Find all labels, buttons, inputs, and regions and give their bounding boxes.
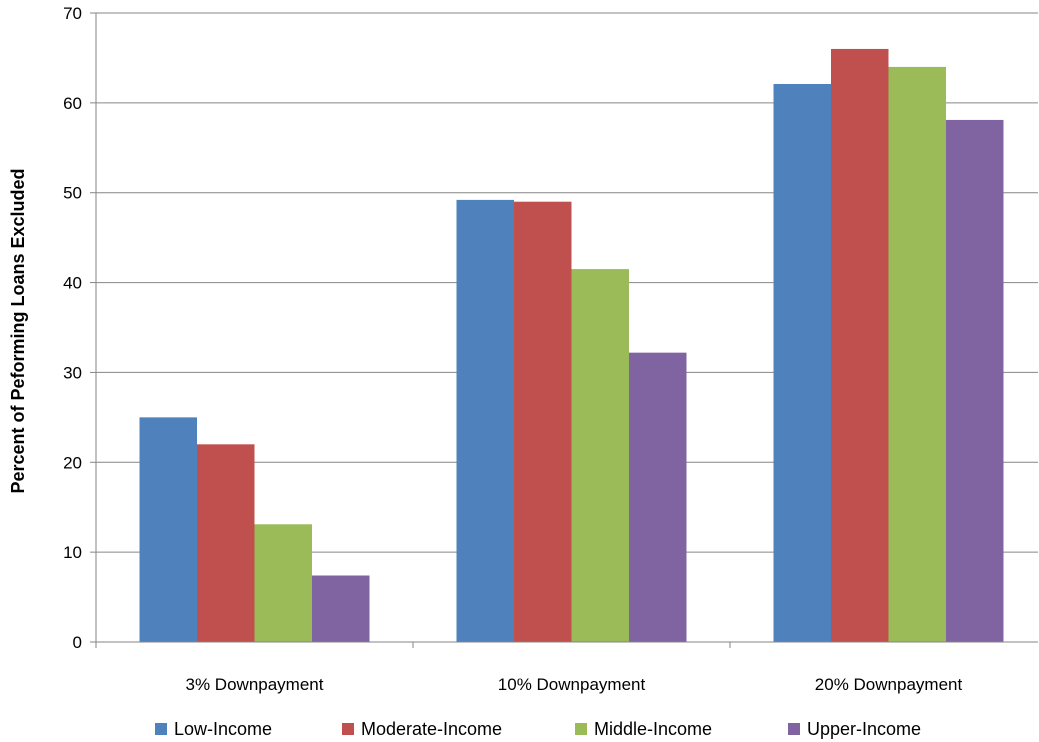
legend-swatch	[342, 723, 354, 735]
y-tick-label: 0	[73, 633, 82, 652]
bar-upper-income	[312, 575, 370, 642]
y-tick-label: 50	[63, 184, 82, 203]
y-tick-label: 60	[63, 94, 82, 113]
bar-upper-income	[629, 352, 687, 642]
legend-label: Moderate-Income	[361, 719, 502, 739]
axes	[90, 12, 1038, 648]
legend-item: Moderate-Income	[342, 719, 502, 739]
bar-moderate-income	[831, 48, 889, 642]
x-category-label: 10% Downpayment	[498, 675, 646, 694]
x-category-labels: 3% Downpayment 10% Downpayment 20% Downpay…	[186, 675, 963, 694]
y-tick-label: 20	[63, 453, 82, 472]
bars	[139, 48, 1004, 643]
legend-label: Low-Income	[174, 719, 272, 739]
legend-swatch	[788, 723, 800, 735]
legend-swatch	[575, 723, 587, 735]
legend-item: Middle-Income	[575, 719, 712, 739]
y-axis-label: Percent of Peforming Loans Excluded	[8, 168, 28, 493]
y-tick-labels: 0 10 20 30 40 50 60 70	[63, 4, 82, 652]
bar-middle-income	[888, 66, 946, 642]
y-tick-label: 30	[63, 363, 82, 382]
y-tick-label: 70	[63, 4, 82, 23]
bar-middle-income	[254, 524, 312, 642]
x-category-label: 3% Downpayment	[186, 675, 324, 694]
bar-moderate-income	[514, 201, 572, 642]
bar-low-income	[456, 199, 514, 642]
x-category-label: 20% Downpayment	[815, 675, 963, 694]
legend-swatch	[155, 723, 167, 735]
y-tick-label: 40	[63, 274, 82, 293]
legend-item: Low-Income	[155, 719, 272, 739]
bar-upper-income	[946, 119, 1004, 643]
legend-item: Upper-Income	[788, 719, 921, 739]
legend-label: Upper-Income	[807, 719, 921, 739]
y-tick-label: 10	[63, 543, 82, 562]
bar-middle-income	[571, 269, 629, 642]
legend: Low-Income Moderate-Income Middle-Income Up…	[155, 719, 921, 739]
bar-low-income	[773, 83, 831, 643]
legend-label: Middle-Income	[594, 719, 712, 739]
bar-moderate-income	[197, 444, 255, 642]
bar-low-income	[139, 417, 197, 642]
